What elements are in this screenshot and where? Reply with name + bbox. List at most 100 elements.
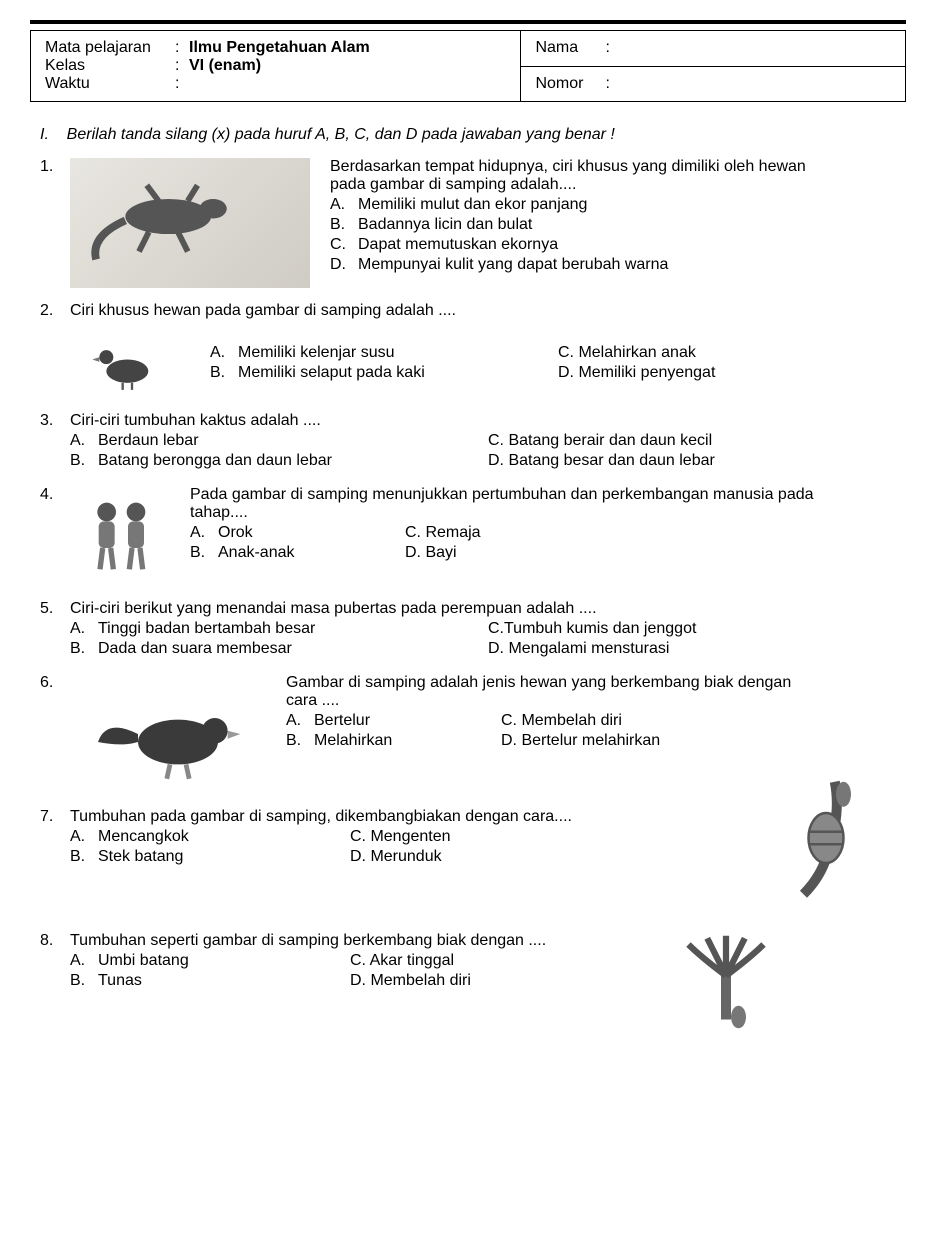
question-8: 8. Tumbuhan seperti gambar di samping be…: [40, 932, 906, 1052]
opt-letter: B.: [70, 640, 98, 658]
q7-opt-b: Stek batang: [98, 848, 183, 866]
colon: :: [605, 39, 609, 57]
top-rule: [30, 20, 906, 24]
opt-letter: A.: [70, 828, 98, 846]
question-2: 2. Ciri khusus hewan pada gambar di samp…: [40, 302, 906, 398]
q4-opt-d: D. Bayi: [405, 544, 457, 562]
q7-opt-d: D. Merunduk: [350, 848, 442, 866]
question-7: 7. Tumbuhan pada gambar di samping, dike…: [40, 808, 906, 918]
q6-opt-b: Melahirkan: [314, 732, 392, 750]
q6-opt-c: C. Membelah diri: [501, 712, 622, 730]
q3-text: Ciri-ciri tumbuhan kaktus adalah ....: [70, 412, 906, 430]
class-label: Kelas: [45, 57, 175, 75]
opt-letter: B.: [70, 972, 98, 990]
instruction-text: Berilah tanda silang (x) pada huruf A, B…: [67, 126, 615, 143]
number-cell: Nomor :: [520, 66, 905, 102]
q4-number: 4.: [40, 486, 70, 504]
duck-icon: [90, 333, 160, 393]
q8-opt-d: D. Membelah diri: [350, 972, 471, 990]
q1-opt-b: Badannya licin dan bulat: [358, 216, 532, 234]
q6-opt-d: D. Bertelur melahirkan: [501, 732, 660, 750]
name-cell: Nama :: [520, 31, 905, 66]
opt-letter: D.: [330, 256, 358, 274]
lizard-image: [70, 158, 310, 288]
class-value: VI (enam): [189, 57, 261, 75]
branch-graft-image: [756, 768, 876, 908]
q6-opt-a: Bertelur: [314, 712, 370, 730]
q2-opt-b: Memiliki selaput pada kaki: [238, 364, 425, 382]
name-label: Nama: [535, 39, 605, 57]
q4-opt-b: Anak-anak: [218, 544, 295, 562]
opt-letter: B.: [210, 364, 238, 382]
header-left: Mata pelajaran : Ilmu Pengetahuan Alam K…: [31, 31, 520, 101]
eagle-icon: [90, 684, 250, 784]
q4-text-line2: tahap....: [190, 504, 906, 522]
banana-plant-image: [666, 922, 786, 1042]
q3-opt-c: C. Batang berair dan daun kecil: [488, 432, 712, 450]
opt-letter: C.: [330, 236, 358, 254]
q5-opt-c: C.Tumbuh kumis dan jenggot: [488, 620, 696, 638]
subject-value: Ilmu Pengetahuan Alam: [189, 39, 370, 57]
number-label: Nomor: [535, 75, 605, 93]
instruction-row: I. Berilah tanda silang (x) pada huruf A…: [40, 126, 906, 144]
q3-opt-b: Batang berongga dan daun lebar: [98, 452, 332, 470]
q1-number: 1.: [40, 158, 70, 176]
question-4: 4. Pada gambar di samping menunjukkan pe…: [40, 486, 906, 586]
eagle-image: [70, 674, 270, 794]
q5-opt-b: Dada dan suara membesar: [98, 640, 292, 658]
colon: :: [175, 39, 189, 57]
q8-opt-a: Umbi batang: [98, 952, 189, 970]
opt-letter: B.: [330, 216, 358, 234]
q1-text-line1: Berdasarkan tempat hidupnya, ciri khusus…: [330, 158, 906, 176]
question-5: 5. Ciri-ciri berikut yang menandai masa …: [40, 600, 906, 660]
opt-letter: A.: [70, 952, 98, 970]
banana-icon: [676, 932, 776, 1032]
q5-text: Ciri-ciri berikut yang menandai masa pub…: [70, 600, 906, 618]
opt-letter: A.: [190, 524, 218, 542]
q1-opt-d: Mempunyai kulit yang dapat berubah warna: [358, 256, 668, 274]
header-right: Nama : Nomor :: [520, 31, 905, 101]
colon: :: [175, 75, 189, 93]
question-1: 1. Berdasarkan tempat hidupnya, ciri khu…: [40, 158, 906, 288]
instruction-roman: I.: [40, 126, 49, 143]
header-box: Mata pelajaran : Ilmu Pengetahuan Alam K…: [30, 30, 906, 102]
q2-text: Ciri khusus hewan pada gambar di samping…: [70, 302, 906, 320]
lizard-icon: [70, 158, 286, 275]
q2-opt-c: C. Melahirkan anak: [558, 344, 696, 362]
opt-letter: B.: [286, 732, 314, 750]
q3-opt-d: D. Batang besar dan daun lebar: [488, 452, 715, 470]
duck-image: [80, 328, 170, 398]
q2-opt-a: Memiliki kelenjar susu: [238, 344, 395, 362]
q6-text-line2: cara ....: [286, 692, 906, 710]
opt-letter: A.: [330, 196, 358, 214]
q3-number: 3.: [40, 412, 70, 430]
q2-opt-d: D. Memiliki penyengat: [558, 364, 715, 382]
q1-opt-a: Memiliki mulut dan ekor panjang: [358, 196, 587, 214]
colon: :: [175, 57, 189, 75]
colon: :: [605, 75, 609, 93]
q2-number: 2.: [40, 302, 70, 320]
q4-opt-c: C. Remaja: [405, 524, 481, 542]
q6-number: 6.: [40, 674, 70, 692]
q5-opt-a: Tinggi badan bertambah besar: [98, 620, 315, 638]
branch-icon: [766, 773, 866, 903]
subject-label: Mata pelajaran: [45, 39, 175, 57]
q8-opt-b: Tunas: [98, 972, 142, 990]
q6-text-line1: Gambar di samping adalah jenis hewan yan…: [286, 674, 906, 692]
children-image: [70, 486, 170, 586]
opt-letter: A.: [210, 344, 238, 362]
q8-opt-c: C. Akar tinggal: [350, 952, 454, 970]
q1-opt-c: Dapat memutuskan ekornya: [358, 236, 558, 254]
q4-opt-a: Orok: [218, 524, 253, 542]
question-3: 3. Ciri-ciri tumbuhan kaktus adalah ....…: [40, 412, 906, 472]
opt-letter: B.: [70, 848, 98, 866]
opt-letter: A.: [70, 620, 98, 638]
time-label: Waktu: [45, 75, 175, 93]
q5-number: 5.: [40, 600, 70, 618]
opt-letter: B.: [70, 452, 98, 470]
q8-number: 8.: [40, 932, 70, 950]
opt-letter: B.: [190, 544, 218, 562]
q3-opt-a: Berdaun lebar: [98, 432, 199, 450]
q1-text-line2: pada gambar di samping adalah....: [330, 176, 906, 194]
q5-opt-d: D. Mengalami mensturasi: [488, 640, 669, 658]
